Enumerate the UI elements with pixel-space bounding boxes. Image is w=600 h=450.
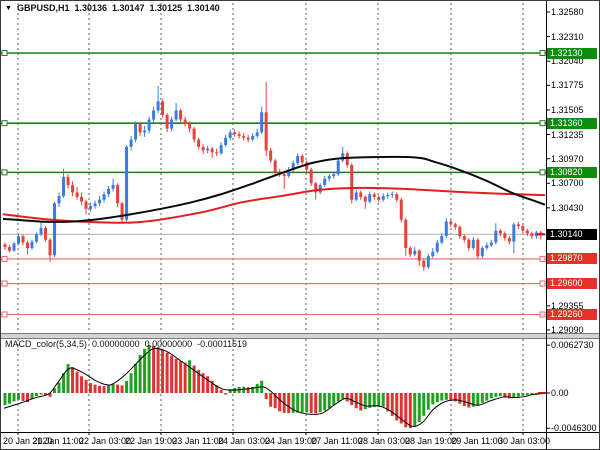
price-axis-badge-current-price: 1.30140 [547, 228, 597, 240]
price-axis-badge-resistance: 1.31360 [547, 117, 597, 129]
price-axis-badge-resistance: 1.32130 [547, 47, 597, 59]
hline-left-handle[interactable] [1, 169, 8, 176]
time-axis-label: 24 Jan 03:00 [217, 436, 271, 446]
grid-lines [17, 3, 524, 431]
macd-axis-tick-label: 0.0062730 [551, 340, 594, 351]
ohlc-high-value: 1.30147 [112, 3, 145, 13]
macd-value-1: 0.00000000 [92, 339, 140, 349]
time-axis-label: 22 Jan 03:00 [78, 436, 132, 446]
price-axis-badge-support: 1.29260 [547, 309, 597, 320]
candlesticks[interactable] [3, 82, 543, 271]
price-axis-badge-support: 1.29870 [547, 253, 597, 265]
macd-axis-tick-label: -0.0046300 [551, 423, 597, 434]
price-axis-badge-support: 1.29600 [547, 278, 597, 290]
time-axis-label: 28 Jan 19:00 [404, 436, 458, 446]
time-axis-label: 29 Jan 11:00 [451, 436, 503, 446]
price-axis-tick-label: 1.32580 [551, 7, 584, 17]
price-axis-tick-label: 1.31775 [551, 80, 584, 91]
price-axis-tick-label: 1.31505 [551, 104, 584, 115]
ma-fast-red-line [2, 186, 546, 224]
chart-dropdown-icon[interactable]: ▼ [5, 4, 12, 12]
price-axis-tick-label: 1.32040 [551, 56, 584, 67]
time-axis-label: 21 Jan 11:00 [32, 436, 84, 446]
chart-title: ▼ GBPUSD,H1 1.30136 1.30147 1.30125 1.30… [5, 3, 220, 13]
price-axis-badge-resistance: 1.30820 [547, 166, 597, 178]
time-axis-label: 24 Jan 19:00 [264, 436, 318, 446]
hline-left-handle[interactable] [1, 120, 8, 127]
macd-axis-tick-label: 0.00 [551, 388, 569, 398]
hline-left-handle[interactable] [1, 50, 8, 57]
horizontal-level-lines[interactable] [1, 50, 546, 318]
hline-right-handle[interactable] [539, 50, 546, 57]
ohlc-close-value: 1.30140 [187, 3, 220, 13]
ohlc-low-value: 1.30125 [149, 3, 183, 13]
macd-histogram [3, 344, 543, 429]
hline-left-handle[interactable] [1, 311, 8, 318]
macd-value-2: 0.00000000 [144, 339, 193, 349]
last-price-marker [537, 233, 545, 236]
hline-right-handle[interactable] [539, 311, 546, 318]
price-axis-tick-label: 1.29355 [551, 300, 584, 311]
macd-indicator-label: MACD_color(5,34,5) 0.00000000 0.00000000… [5, 339, 247, 349]
time-axis-label: 30 Jan 03:00 [497, 436, 551, 446]
hline-right-handle[interactable] [539, 280, 546, 287]
hline-left-handle[interactable] [1, 280, 8, 287]
hline-left-handle[interactable] [1, 255, 8, 262]
time-axis-label: 22 Jan 19:00 [124, 436, 178, 446]
price-axis-tick-label: 1.32310 [551, 31, 584, 42]
price-axis-tick-label: 1.30430 [551, 202, 584, 213]
price-axis-tick-label: 1.29090 [551, 324, 584, 335]
time-axis-label: 23 Jan 11:00 [172, 436, 224, 446]
price-axis-tick-label: 1.31235 [551, 129, 584, 140]
hline-right-handle[interactable] [539, 169, 546, 176]
price-axis-tick-label: 1.30970 [551, 153, 584, 164]
macd-name: MACD_color(5,34,5) [5, 339, 88, 349]
time-axis-label: 28 Jan 03:00 [357, 436, 411, 446]
time-axis-label: 20 Jan 2020 [3, 436, 53, 446]
hline-right-handle[interactable] [539, 255, 546, 262]
symbol-timeframe-label: GBPUSD,H1 [16, 3, 70, 13]
macd-signal-line [3, 347, 546, 428]
macd-current-marker [538, 392, 546, 394]
axis-tick-marks [17, 11, 550, 435]
hline-right-handle[interactable] [539, 120, 546, 127]
price-axis-tick-label: 1.30700 [551, 178, 584, 189]
ohlc-open-value: 1.30136 [74, 3, 107, 13]
ma-slow-black-line [2, 155, 546, 223]
pane-splitter[interactable] [1, 334, 599, 338]
time-axis-label: 27 Jan 11:00 [311, 436, 363, 446]
macd-value-3: -0.00011519 [197, 339, 248, 349]
